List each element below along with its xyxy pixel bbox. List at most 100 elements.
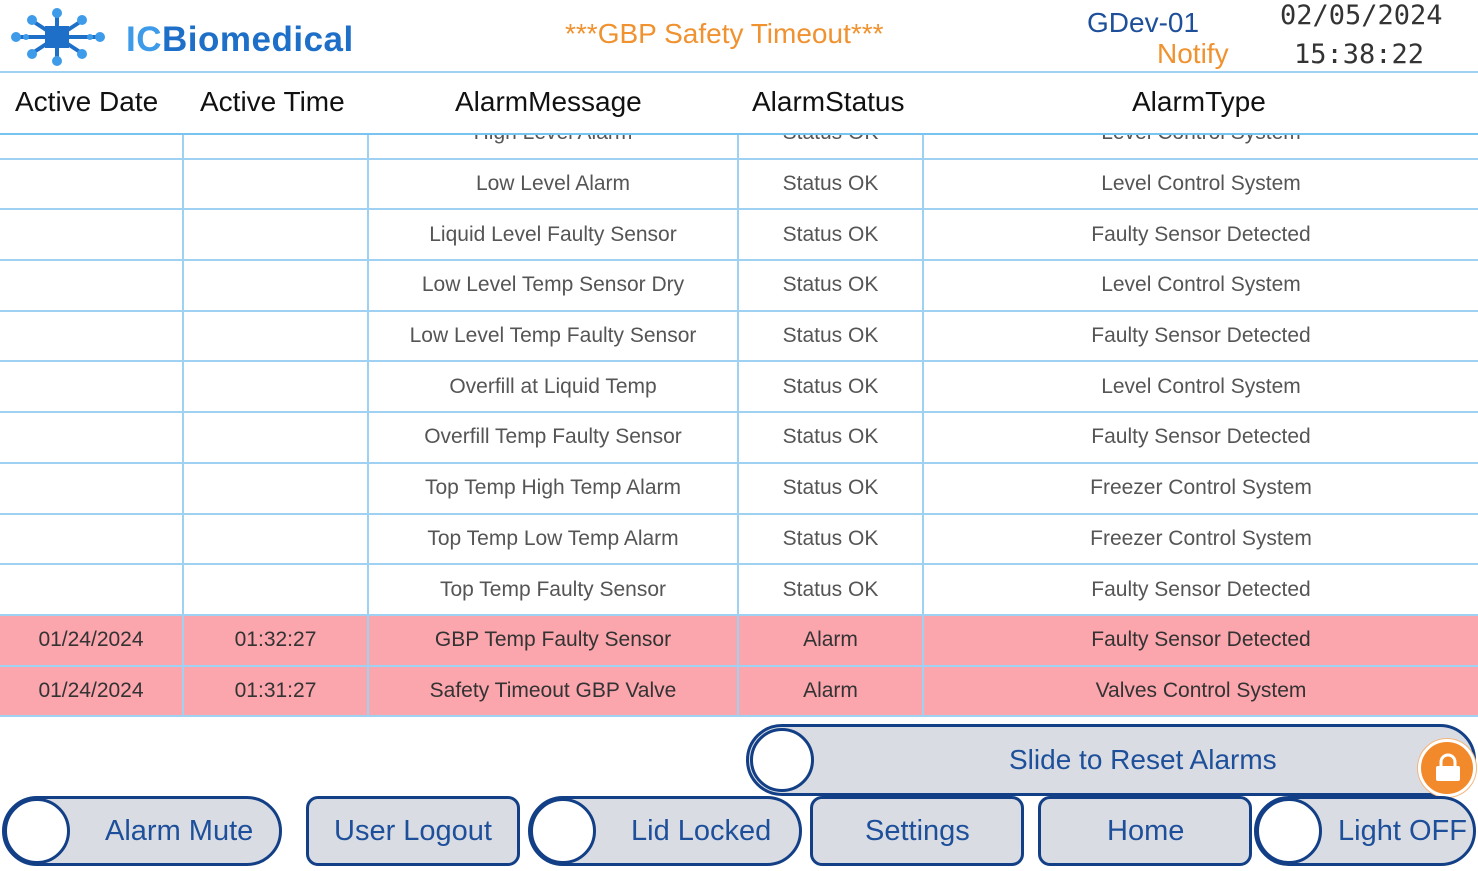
alarm-status-cell: Status OK <box>739 463 924 513</box>
alarm-mute-knob <box>4 798 70 864</box>
alarm-status-cell: Status OK <box>739 514 924 564</box>
alarm-message-cell: GBP Temp Faulty Sensor <box>369 615 739 665</box>
light-knob <box>1256 798 1322 864</box>
active-date-cell <box>0 311 184 361</box>
alarm-message-cell: Low Level Alarm <box>369 159 739 209</box>
table-row[interactable]: 01/24/2024 01:31:27 Safety Timeout GBP Val… <box>0 666 1478 718</box>
alarm-type-cell: Faulty Sensor Detected <box>1091 577 1311 601</box>
alarm-mute-label: Alarm Mute <box>105 815 254 847</box>
settings-button[interactable]: Settings <box>810 796 1024 866</box>
alarm-status-cell: Status OK <box>739 311 924 361</box>
company-logo: ICBiomedical <box>10 6 390 66</box>
alarm-message-cell: High Level Alarm <box>369 135 739 158</box>
active-date-cell <box>0 159 184 209</box>
alarm-type-cell: Level Control System <box>924 135 1478 158</box>
light-toggle[interactable]: Light OFF <box>1254 796 1476 866</box>
lid-locked-knob <box>530 798 596 864</box>
slide-to-reset-alarms[interactable]: Slide to Reset Alarms <box>746 724 1476 796</box>
alarm-type-cell: Faulty Sensor Detected <box>1091 628 1311 652</box>
alarm-status-cell: Status OK <box>739 135 924 158</box>
alarm-status-cell: Status OK <box>739 210 924 260</box>
current-time: 15:38:22 <box>1294 39 1425 70</box>
active-time-cell <box>184 159 369 209</box>
user-logout-label: User Logout <box>334 815 492 847</box>
active-date-cell <box>0 210 184 260</box>
table-row[interactable]: 01/24/2024 01:32:27 GBP Temp Faulty Sensor… <box>0 615 1478 667</box>
active-date-cell <box>0 514 184 564</box>
active-date-cell <box>0 413 184 462</box>
current-date: 02/05/2024 <box>1280 0 1443 31</box>
device-name: GDev-01 <box>1087 7 1200 38</box>
table-row[interactable]: Low Level Temp Sensor Dry Status OK Level … <box>0 261 1478 312</box>
home-label: Home <box>1107 815 1185 847</box>
alarm-status-cell: Status OK <box>739 565 924 614</box>
alarm-type-cell: Faulty Sensor Detected <box>1091 324 1311 348</box>
active-time-cell <box>184 261 369 310</box>
alarm-message-cell: Overfill at Liquid Temp <box>369 362 739 412</box>
slider-knob[interactable] <box>750 728 814 792</box>
column-header-alarm-type: AlarmType <box>1132 86 1266 117</box>
alarm-message-cell: Liquid Level Faulty Sensor <box>369 210 739 260</box>
table-row[interactable]: Liquid Level Faulty Sensor Status OK Fault… <box>0 210 1478 262</box>
alarm-type-cell: Level Control System <box>1101 273 1301 297</box>
settings-label: Settings <box>865 815 970 847</box>
alarm-status-cell: Status OK <box>739 413 924 462</box>
logo-text-suffix: Biomedical <box>162 20 354 59</box>
table-row[interactable]: Overfill at Liquid Temp Status OK Level Co… <box>0 362 1478 414</box>
lid-locked-toggle[interactable]: Lid Locked <box>528 796 802 866</box>
table-row[interactable]: Top Temp Low Temp Alarm Status OK Freezer … <box>0 514 1478 566</box>
table-row[interactable]: Top Temp Faulty Sensor Status OK Faulty Se… <box>0 565 1478 616</box>
active-date-cell: 01/24/2024 <box>0 615 184 665</box>
active-time-cell <box>184 463 369 513</box>
alarm-mute-toggle[interactable]: Alarm Mute <box>2 796 282 866</box>
notify-status: Notify <box>1157 38 1229 69</box>
table-row[interactable]: Top Temp High Temp Alarm Status OK Freezer… <box>0 463 1478 515</box>
home-button[interactable]: Home <box>1038 796 1252 866</box>
active-time-cell: 01:31:27 <box>184 666 369 716</box>
table-row[interactable]: Low Level Temp Faulty Sensor Status OK Fau… <box>0 311 1478 363</box>
padlock-icon <box>1436 753 1460 781</box>
active-date-cell <box>0 261 184 310</box>
active-time-cell <box>184 210 369 260</box>
user-logout-button[interactable]: User Logout <box>306 796 520 866</box>
alarm-type-cell: Freezer Control System <box>1090 526 1312 550</box>
safety-timeout-banner: ***GBP Safety Timeout*** <box>565 18 884 49</box>
alarm-message-cell: Low Level Temp Sensor Dry <box>369 261 739 310</box>
active-date-cell <box>0 135 184 158</box>
alarm-status-cell: Alarm <box>739 666 924 716</box>
alarm-type-cell: Level Control System <box>1101 172 1301 196</box>
molecule-logo-icon <box>11 8 105 66</box>
table-row[interactable]: Low Level Alarm Status OK Level Control Sy… <box>0 159 1478 211</box>
alarm-status-cell: Status OK <box>739 261 924 310</box>
alarm-message-cell: Safety Timeout GBP Valve <box>369 666 739 716</box>
table-header-divider <box>0 133 1478 135</box>
column-header-alarm-message: AlarmMessage <box>455 86 642 117</box>
alarm-type-cell: Level Control System <box>1101 374 1301 398</box>
lid-locked-label: Lid Locked <box>631 815 772 847</box>
column-header-active-date: Active Date <box>15 86 159 117</box>
alarm-status-cell: Alarm <box>739 615 924 665</box>
table-row[interactable]: Overfill Temp Faulty Sensor Status OK Faul… <box>0 413 1478 464</box>
header-divider <box>0 71 1478 73</box>
alarm-message-cell: Top Temp High Temp Alarm <box>369 463 739 513</box>
active-time-cell <box>184 413 369 462</box>
active-time-cell: 01:32:27 <box>184 615 369 665</box>
active-time-cell <box>184 514 369 564</box>
active-date-cell <box>0 565 184 614</box>
alarm-type-cell: Freezer Control System <box>1090 476 1312 500</box>
light-label: Light OFF <box>1338 815 1467 847</box>
active-date-cell: 01/24/2024 <box>0 666 184 716</box>
alarm-message-cell: Low Level Temp Faulty Sensor <box>369 311 739 361</box>
active-time-cell <box>184 362 369 412</box>
alarm-type-cell: Faulty Sensor Detected <box>1091 222 1311 246</box>
alarm-type-cell: Valves Control System <box>1095 678 1307 702</box>
slide-to-reset-label: Slide to Reset Alarms <box>1009 744 1277 775</box>
lock-button[interactable] <box>1418 739 1476 797</box>
alarm-status-cell: Status OK <box>739 159 924 209</box>
alarm-message-cell: Top Temp Low Temp Alarm <box>369 514 739 564</box>
active-time-cell <box>184 565 369 614</box>
alarm-message-cell: Overfill Temp Faulty Sensor <box>369 413 739 462</box>
